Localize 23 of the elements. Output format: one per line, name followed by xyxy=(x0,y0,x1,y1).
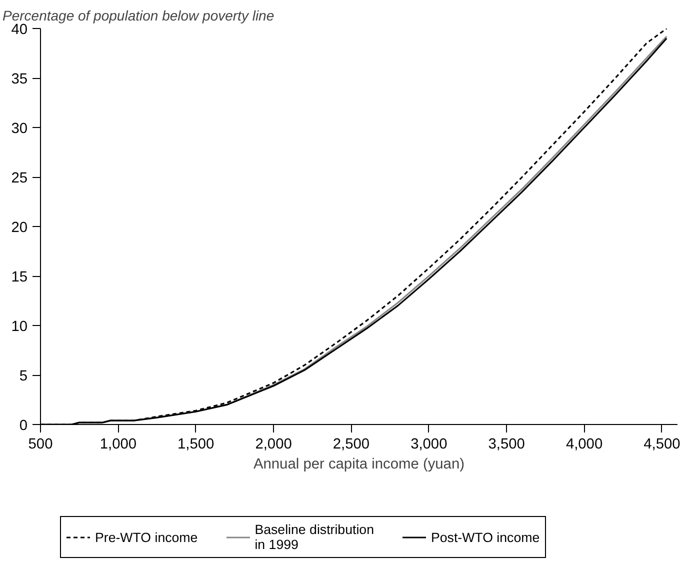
x-tick-label: 1,500 xyxy=(178,436,214,452)
legend-label: Post-WTO income xyxy=(431,530,540,544)
x-tick-label: 1,000 xyxy=(100,436,137,452)
legend-label: Baseline distribution in 1999 xyxy=(254,522,374,552)
x-tick-label: 3,500 xyxy=(488,436,525,452)
y-tick-label: 25 xyxy=(11,170,28,186)
y-tick-label: 10 xyxy=(11,319,28,335)
y-tick-label: 0 xyxy=(19,418,28,434)
x-tick-label: 2,000 xyxy=(255,436,292,452)
x-tick-label: 4,500 xyxy=(644,436,680,452)
legend-label: Pre-WTO income xyxy=(95,530,198,544)
x-tick-label: 500 xyxy=(28,436,53,452)
x-tick-label: 3,000 xyxy=(410,436,448,452)
y-tick-label: 15 xyxy=(11,270,28,286)
y-tick-label: 5 xyxy=(19,368,28,384)
x-axis-title: Annual per capita income (yuan) xyxy=(253,456,465,472)
x-tick-label: 2,500 xyxy=(332,436,370,452)
x-tick-label: 4,000 xyxy=(566,436,603,452)
y-tick-label: 35 xyxy=(11,72,28,88)
y-tick-label: 40 xyxy=(11,22,28,38)
y-tick-label: 20 xyxy=(11,220,28,236)
y-tick-label: 30 xyxy=(11,121,28,137)
y-axis-title: Percentage of population below poverty line xyxy=(2,8,274,24)
